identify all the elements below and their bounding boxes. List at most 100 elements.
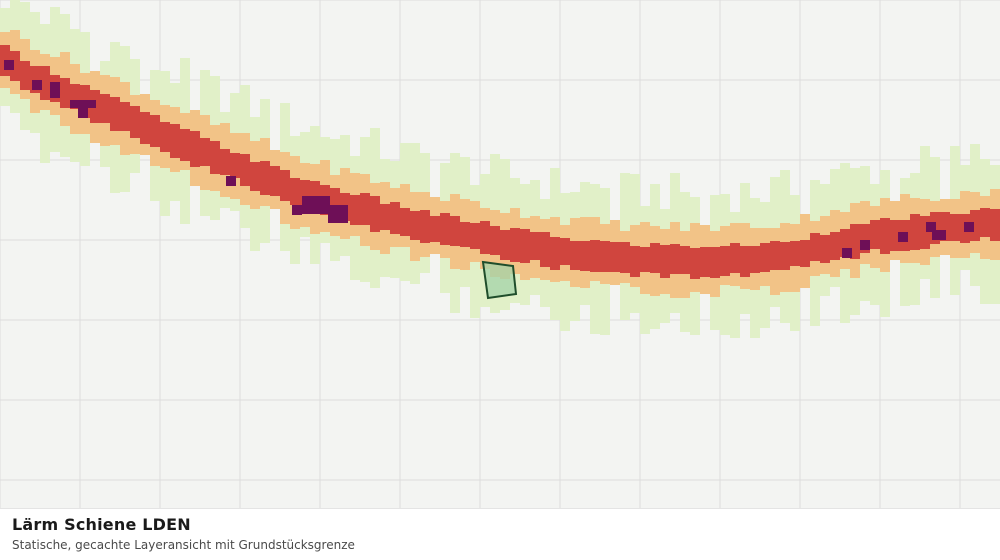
noise-cell-high — [800, 240, 810, 267]
noise-cell-high — [780, 242, 790, 270]
noise-cell-high — [20, 61, 30, 90]
noise-cell-high — [510, 228, 520, 262]
noise-cell-extreme — [842, 248, 852, 258]
noise-cell-high — [180, 129, 190, 161]
noise-cell-high — [190, 131, 200, 167]
noise-cell-extreme — [32, 80, 42, 90]
noise-cell-high — [600, 241, 610, 272]
noise-cell-high — [70, 84, 80, 109]
noise-cell-high — [660, 245, 670, 278]
noise-cell-high — [830, 232, 840, 260]
noise-cell-high — [170, 124, 180, 158]
noise-cell-high — [240, 154, 250, 186]
noise-cell-high — [710, 247, 720, 278]
noise-cell-extreme — [328, 205, 348, 223]
noise-cell-high — [970, 210, 980, 241]
noise-cell-high — [590, 240, 600, 272]
noise-hotspots — [4, 60, 974, 258]
noise-cell-high — [790, 241, 800, 266]
noise-cell-high — [680, 246, 690, 274]
noise-cell-high — [290, 178, 300, 205]
parcel-boundary[interactable] — [481, 260, 518, 300]
noise-cell-extreme — [78, 108, 88, 118]
noise-cell-extreme — [226, 176, 236, 186]
noise-cell-high — [570, 241, 580, 270]
noise-cell-high — [300, 180, 310, 206]
noise-cell-high — [500, 230, 510, 260]
noise-cell-high — [60, 78, 70, 108]
noise-cell-high — [360, 193, 370, 225]
noise-cell-high — [840, 229, 850, 257]
noise-cell-high — [150, 115, 160, 147]
noise-cell-high — [520, 229, 530, 263]
noise-cell-high — [10, 51, 20, 81]
noise-cell-high — [870, 220, 880, 249]
noise-cell-high — [350, 195, 360, 225]
noise-cell-extreme — [292, 205, 302, 215]
noise-cell-high — [690, 248, 700, 279]
noise-cell-high — [40, 66, 50, 100]
noise-cell-high — [260, 161, 270, 195]
map-view[interactable] — [0, 0, 1000, 508]
noise-cell-extreme — [926, 222, 936, 232]
noise-cell-high — [850, 224, 860, 259]
noise-cell-high — [490, 226, 500, 255]
layer-info-bar: Lärm Schiene LDEN Statische, gecachte La… — [0, 508, 1000, 560]
noise-cell-high — [730, 243, 740, 273]
noise-cell-high — [140, 112, 150, 144]
noise-cell-high — [920, 216, 930, 249]
noise-cell-high — [620, 242, 630, 273]
noise-cell-high — [720, 246, 730, 276]
noise-cell-high — [270, 166, 280, 196]
noise-cell-extreme — [860, 240, 870, 250]
noise-cell-high — [640, 247, 650, 272]
noise-cell-high — [410, 211, 420, 240]
noise-cell-high — [750, 246, 760, 273]
noise-cell-high — [430, 216, 440, 242]
noise-cell-high — [670, 244, 680, 274]
noise-cell-high — [450, 216, 460, 246]
noise-cell-high — [980, 208, 990, 237]
noise-cell-high — [560, 238, 570, 265]
layer-title: Lärm Schiene LDEN — [12, 515, 191, 534]
noise-cell-high — [210, 141, 220, 174]
noise-cell-high — [280, 170, 290, 201]
noise-cell-extreme — [964, 222, 974, 232]
noise-cell-high — [390, 202, 400, 234]
noise-cell-extreme — [932, 230, 946, 240]
noise-cell-high — [700, 247, 710, 277]
noise-cell-extreme — [898, 232, 908, 242]
noise-cell-high — [330, 188, 340, 218]
noise-cell-high — [130, 106, 140, 138]
noise-cell-high — [580, 241, 590, 271]
noise-cell-high — [370, 196, 380, 232]
noise-cell-high — [880, 218, 890, 254]
noise-cell-high — [820, 235, 830, 263]
noise-cell-high — [160, 122, 170, 152]
noise-cell-high — [200, 138, 210, 166]
noise-cell-high — [120, 102, 130, 131]
noise-cell-high — [230, 153, 240, 178]
noise-cell-high — [890, 220, 900, 251]
noise-cell-high — [380, 204, 390, 230]
noise-cell-high — [310, 181, 320, 210]
noise-cell-high — [770, 241, 780, 270]
noise-cell-high — [760, 243, 770, 272]
noise-cell-high — [460, 222, 470, 247]
noise-cell-high — [550, 237, 560, 270]
noise-cell-high — [950, 214, 960, 241]
noise-cell-high — [540, 232, 550, 267]
noise-cell-high — [420, 210, 430, 243]
noise-cell-extreme — [302, 196, 330, 214]
noise-cell-high — [810, 233, 820, 261]
noise-cell-high — [530, 232, 540, 260]
noise-cell-extreme — [4, 60, 14, 70]
noise-map-canvas[interactable] — [0, 0, 1000, 508]
noise-cell-high — [110, 97, 120, 131]
noise-cell-high — [480, 221, 490, 254]
noise-cell-high — [910, 214, 920, 250]
noise-cell-high — [610, 242, 620, 272]
noise-cell-high — [440, 213, 450, 245]
noise-cell-high — [990, 209, 1000, 241]
noise-cell-high — [740, 246, 750, 277]
